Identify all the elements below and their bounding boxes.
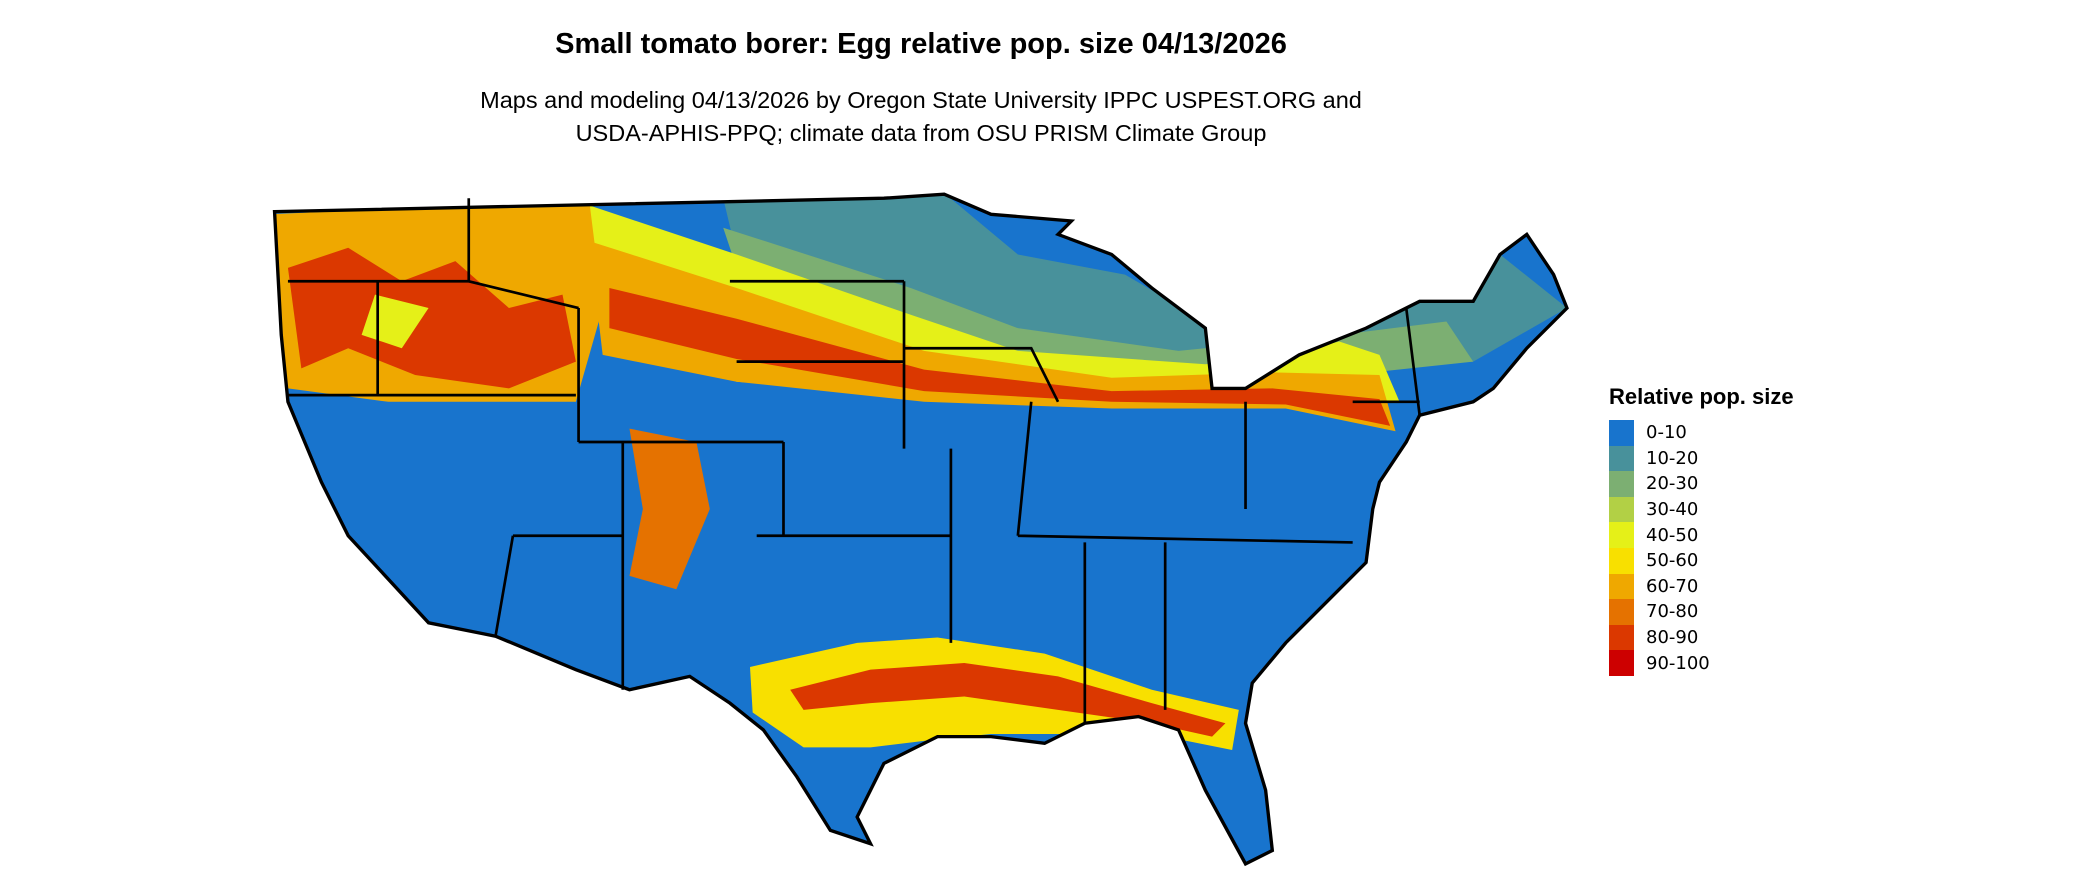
state-borders [287,198,1421,724]
legend-item: 90-100 [1609,650,1794,676]
legend-label: 80-90 [1646,627,1699,649]
subtitle-line-1: Maps and modeling 04/13/2026 by Oregon S… [480,87,1362,113]
legend-swatch [1609,624,1634,651]
region-80-90-north [609,287,1391,426]
legend-item: 20-30 [1609,471,1794,497]
map-subtitle: Maps and modeling 04/13/2026 by Oregon S… [0,84,1842,150]
legend-label: 0-10 [1646,422,1687,444]
legend-label: 70-80 [1646,601,1699,623]
region-west-80-90 [287,247,576,389]
legend-swatch [1609,522,1634,548]
legend: Relative pop. size 0-10 10-20 20-30 30-40 40… [1609,384,1794,676]
legend-swatch [1609,547,1634,574]
region-60-70-north [589,241,1396,432]
legend-swatch [1609,650,1634,676]
legend-item: 10-20 [1609,445,1794,472]
legend-item: 80-90 [1609,624,1794,651]
region-rockies-70-80 [629,428,710,590]
legend-swatch [1609,471,1634,497]
legend-label: 90-100 [1646,652,1710,674]
map-title: Small tomato borer: Egg relative pop. si… [555,28,1287,60]
legend-swatch [1609,420,1634,446]
legend-label: 40-50 [1646,524,1699,546]
legend-label: 10-20 [1646,447,1699,469]
legend-swatch [1609,573,1634,600]
legend-label: 20-30 [1646,473,1699,495]
legend-item: 30-40 [1609,496,1794,523]
legend-swatch [1609,496,1634,523]
legend-item: 50-60 [1609,547,1794,574]
legend-swatch [1609,599,1634,625]
legend-item: 0-10 [1609,420,1794,446]
legend-item: 60-70 [1609,573,1794,600]
legend-item: 70-80 [1609,599,1794,625]
legend-label: 60-70 [1646,575,1699,597]
legend-title: Relative pop. size [1609,384,1794,409]
legend-label: 30-40 [1646,499,1699,521]
legend-swatch [1609,445,1634,472]
subtitle-line-2: USDA-APHIS-PPQ; climate data from OSU PR… [575,120,1267,146]
legend-item: 40-50 [1609,522,1794,548]
legend-label: 50-60 [1646,550,1699,572]
